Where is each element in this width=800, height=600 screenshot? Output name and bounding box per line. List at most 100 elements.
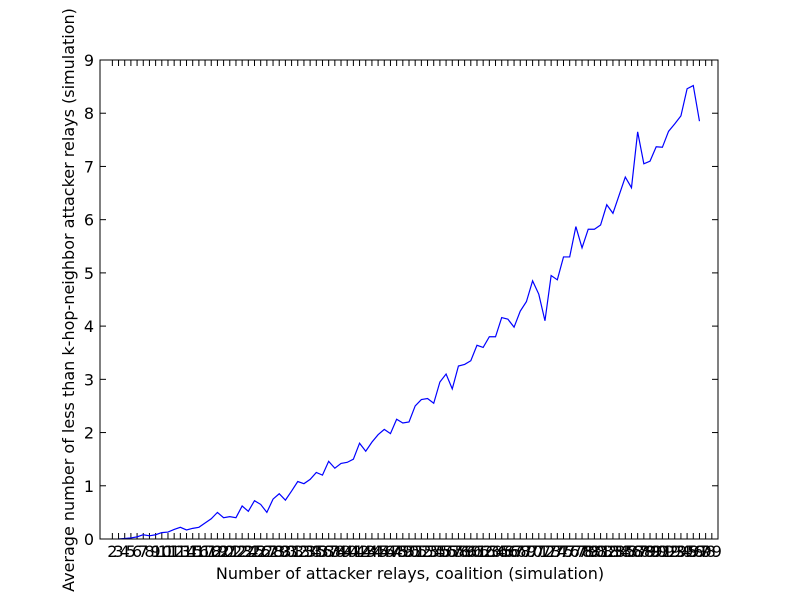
y-tick-label: 3 [84, 370, 94, 389]
x-tick-label: 34 [300, 542, 320, 561]
x-tick-label: 68 [510, 542, 530, 561]
x-tick-label: 87 [627, 542, 647, 561]
x-tick-label: 93 [665, 542, 685, 561]
x-tick-label: 33 [294, 542, 314, 561]
x-tick-label: 64 [485, 542, 505, 561]
x-tick-label: 12 [164, 542, 184, 561]
x-tick-label: 17 [195, 542, 215, 561]
x-tick-label: 29 [269, 542, 289, 561]
x-tick-label: 84 [609, 542, 629, 561]
x-tick-label: 96 [683, 542, 703, 561]
x-tick-label: 89 [640, 542, 660, 561]
x-tick-label: 59 [454, 542, 474, 561]
x-tick-label: 45 [368, 542, 388, 561]
x-axis-label: Number of attacker relays, coalition (si… [216, 564, 604, 583]
x-tick-label: 44 [362, 542, 382, 561]
x-tick-label: 95 [677, 542, 697, 561]
x-tick-label: 85 [615, 542, 635, 561]
x-tick-label: 39 [331, 542, 351, 561]
x-tick-label: 79 [578, 542, 598, 561]
x-tick-label: 40 [337, 542, 357, 561]
x-tick-label: 78 [572, 542, 592, 561]
x-tick-label: 61 [467, 542, 487, 561]
x-tick-label: 54 [424, 542, 444, 561]
x-tick-label: 80 [584, 542, 604, 561]
x-tick-label: 28 [263, 542, 283, 561]
x-tick-label: 65 [492, 542, 512, 561]
x-tick-label: 48 [386, 542, 406, 561]
x-tick-label: 69 [516, 542, 536, 561]
x-tick-label: 55 [430, 542, 450, 561]
x-tick-label: 42 [349, 542, 369, 561]
x-tick-label: 38 [325, 542, 345, 561]
x-tick-label: 66 [498, 542, 518, 561]
x-tick-label: 18 [201, 542, 221, 561]
y-tick-label: 5 [84, 264, 94, 283]
x-tick-label: 52 [411, 542, 431, 561]
x-tick-label: 5 [126, 542, 136, 561]
x-tick-label: 90 [646, 542, 666, 561]
y-tick-label: 4 [84, 317, 94, 336]
x-tick-label: 46 [374, 542, 394, 561]
y-tick-label: 9 [84, 51, 94, 70]
x-tick-label: 56 [436, 542, 456, 561]
x-tick-label: 77 [566, 542, 586, 561]
x-tick-label: 81 [590, 542, 610, 561]
x-tick-label: 37 [318, 542, 338, 561]
x-tick-label: 4 [120, 542, 130, 561]
x-tick-label: 6 [132, 542, 142, 561]
x-tick-label: 30 [275, 542, 295, 561]
x-tick-label: 83 [603, 542, 623, 561]
x-tick-label: 3 [113, 542, 123, 561]
x-tick-label: 14 [176, 542, 196, 561]
x-tick-label: 8 [144, 542, 154, 561]
data-line [118, 84, 701, 540]
x-tick-label: 94 [671, 542, 691, 561]
x-tick-label: 7 [138, 542, 148, 561]
x-tick-label: 10 [152, 542, 172, 561]
x-tick-label: 72 [535, 542, 555, 561]
x-tick-label: 32 [288, 542, 308, 561]
x-tick-label: 51 [405, 542, 425, 561]
x-tick-label: 9 [151, 542, 161, 561]
y-tick-label: 8 [84, 104, 94, 123]
x-tick-label: 41 [343, 542, 363, 561]
x-tick-label: 76 [560, 542, 580, 561]
x-tick-label: 22 [226, 542, 246, 561]
x-tick-label: 75 [553, 542, 573, 561]
plot-frame [99, 59, 719, 540]
x-tick-label: 99 [702, 542, 722, 561]
x-tick-label: 26 [251, 542, 271, 561]
x-tick-label: 97 [689, 542, 709, 561]
x-tick-label: 20 [213, 542, 233, 561]
x-tick-label: 36 [312, 542, 332, 561]
y-tick-label: 2 [84, 424, 94, 443]
x-tick-label: 31 [281, 542, 301, 561]
y-tick-label: 7 [84, 157, 94, 176]
x-tick-label: 91 [652, 542, 672, 561]
x-tick-label: 11 [158, 542, 178, 561]
x-tick-label: 19 [207, 542, 227, 561]
x-tick-label: 2 [107, 542, 117, 561]
x-tick-label: 60 [461, 542, 481, 561]
x-tick-label: 13 [170, 542, 190, 561]
x-tick-label: 50 [399, 542, 419, 561]
x-tick-label: 67 [504, 542, 524, 561]
x-tick-label: 21 [220, 542, 240, 561]
y-tick-label: 6 [84, 211, 94, 230]
x-tick-label: 92 [658, 542, 678, 561]
x-tick-label: 71 [529, 542, 549, 561]
x-tick-label: 53 [417, 542, 437, 561]
x-tick-label: 35 [306, 542, 326, 561]
x-tick-label: 98 [695, 542, 715, 561]
x-tick-label: 70 [522, 542, 542, 561]
x-tick-label: 58 [448, 542, 468, 561]
x-tick-label: 24 [238, 542, 258, 561]
y-tick-label: 0 [84, 530, 94, 549]
x-tick-label: 23 [232, 542, 252, 561]
y-axis-label: Average number of less than k-hop-neighb… [59, 8, 78, 592]
x-tick-label: 86 [621, 542, 641, 561]
x-tick-label: 82 [597, 542, 617, 561]
